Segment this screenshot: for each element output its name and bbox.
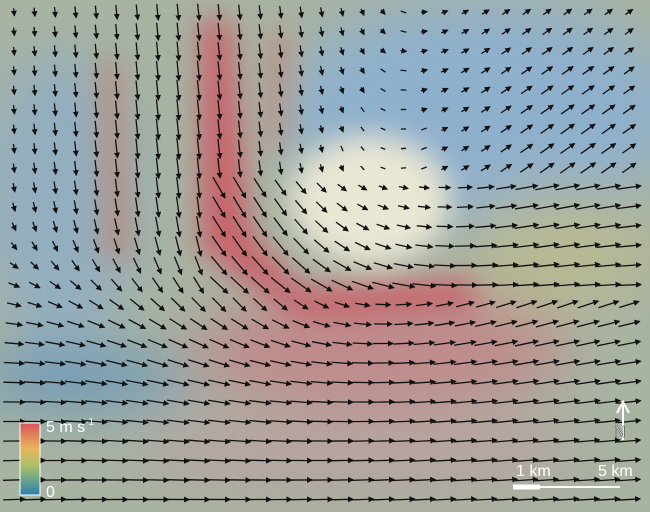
- velocity-arrow: [331, 480, 353, 481]
- velocity-arrow: [34, 8, 35, 17]
- velocity-arrow: [421, 12, 427, 13]
- scale-short-label: 1 km: [516, 463, 551, 480]
- velocity-arrow: [167, 480, 189, 481]
- velocity-arrow: [331, 402, 353, 403]
- velocity-arrow: [372, 441, 394, 442]
- velocity-arrow: [14, 47, 15, 55]
- page: 5 m s-1 0 1 km 5 km N (() => { const dat…: [0, 0, 650, 512]
- velocity-arrow: [331, 499, 353, 500]
- velocity-arrow: [105, 460, 127, 461]
- velocity-arrow: [146, 480, 168, 481]
- velocity-arrow: [372, 421, 394, 422]
- velocity-arrow: [311, 421, 333, 422]
- velocity-arrow: [401, 70, 407, 71]
- velocity-arrow: [457, 207, 473, 208]
- velocity-arrow: [14, 66, 15, 74]
- north-label: N: [614, 424, 626, 441]
- velocity-arrow: [126, 460, 148, 461]
- velocity-arrow: [187, 480, 209, 481]
- velocity-arrow: [310, 499, 332, 500]
- velocity-arrow: [372, 402, 394, 403]
- velocity-arrow: [474, 285, 498, 286]
- velocity-arrow: [208, 480, 230, 481]
- velocity-arrow: [401, 168, 406, 169]
- velocity-arrow: [14, 8, 15, 15]
- velocity-arrow: [24, 402, 46, 403]
- velocity-arrow: [351, 480, 373, 481]
- velocity-arrow: [65, 441, 87, 442]
- velocity-arrow: [3, 499, 25, 500]
- velocity-arrow: [375, 304, 390, 305]
- velocity-arrow: [290, 441, 312, 442]
- colorbar-min-label: 0: [46, 484, 55, 501]
- velocity-arrow: [435, 246, 454, 247]
- velocity-map: 5 m s-1 0 1 km 5 km N: [0, 0, 650, 512]
- velocity-arrow: [3, 382, 24, 383]
- velocity-arrow: [249, 460, 271, 461]
- scale-long-label: 5 km: [598, 463, 633, 480]
- velocity-arrow: [34, 27, 35, 36]
- velocity-arrow: [372, 480, 394, 481]
- velocity-arrow: [351, 499, 373, 500]
- velocity-arrow: [14, 86, 15, 95]
- velocity-arrow: [14, 28, 15, 36]
- velocity-arrow: [458, 187, 472, 188]
- colorbar-max-superscript: -1: [85, 417, 94, 428]
- velocity-arrow: [456, 226, 474, 227]
- velocity-arrow: [372, 499, 394, 500]
- velocity-arrow: [352, 363, 373, 364]
- background: [0, 0, 650, 512]
- colorbar-gradient: [20, 423, 40, 495]
- colorbar-max-text: 5 m s: [46, 419, 85, 436]
- velocity-arrow: [372, 460, 394, 461]
- velocity-arrow: [351, 460, 373, 461]
- velocity-arrow: [23, 499, 45, 500]
- velocity-arrow: [228, 460, 250, 461]
